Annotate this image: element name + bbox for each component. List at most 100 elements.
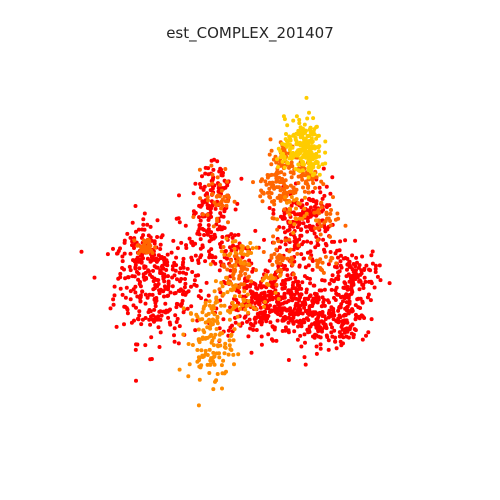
data-point (259, 334, 264, 339)
data-point (207, 299, 212, 304)
data-point (351, 335, 356, 340)
data-point (233, 207, 238, 212)
data-point (303, 173, 308, 178)
data-point (154, 298, 159, 303)
data-point (306, 175, 311, 180)
data-point (135, 294, 140, 299)
data-point (158, 247, 163, 251)
data-point (273, 290, 278, 295)
data-point (266, 314, 271, 318)
data-point (297, 216, 302, 221)
data-point (235, 314, 240, 319)
data-point (364, 263, 369, 268)
data-point (270, 262, 275, 267)
data-point (302, 162, 306, 167)
data-point (206, 293, 211, 298)
data-point (354, 271, 358, 276)
data-point (200, 335, 205, 340)
data-point (274, 247, 279, 252)
data-point (232, 246, 237, 251)
data-point (238, 306, 242, 311)
data-point (341, 321, 346, 326)
data-point (348, 265, 353, 270)
data-point (228, 325, 233, 330)
data-point (281, 225, 286, 230)
data-point (210, 172, 215, 177)
data-point (321, 300, 326, 305)
data-point (344, 318, 349, 323)
data-point (282, 172, 287, 177)
data-point (189, 284, 193, 289)
data-point (300, 168, 305, 173)
data-point (318, 342, 323, 347)
data-point (294, 239, 299, 244)
data-point (183, 223, 188, 228)
data-point (318, 346, 323, 351)
data-point (262, 304, 266, 309)
data-point (151, 268, 155, 273)
data-point (322, 287, 327, 292)
data-point (227, 317, 232, 322)
data-point (278, 273, 282, 278)
data-point (316, 319, 320, 323)
data-point (222, 252, 227, 257)
data-point (206, 319, 211, 324)
data-point (294, 289, 299, 294)
data-point (287, 227, 292, 232)
data-point (268, 320, 273, 325)
data-point (301, 185, 305, 190)
data-point (156, 325, 161, 330)
data-point (184, 246, 189, 250)
data-point (270, 199, 274, 204)
data-point (333, 264, 337, 269)
data-point (196, 327, 201, 332)
data-point (360, 314, 365, 319)
data-point (335, 211, 340, 216)
data-point (175, 277, 179, 282)
data-point (136, 227, 141, 232)
data-point (211, 350, 216, 355)
data-point (275, 306, 280, 311)
data-point (128, 297, 133, 302)
data-point (217, 338, 222, 343)
data-point (375, 274, 380, 279)
data-point (178, 287, 183, 292)
data-point (122, 267, 126, 272)
data-point (337, 269, 342, 274)
data-point (298, 318, 303, 323)
data-point (245, 267, 250, 272)
data-point (291, 230, 296, 235)
data-point (228, 268, 233, 273)
data-point (237, 294, 242, 299)
data-point (341, 299, 345, 304)
data-point (185, 306, 190, 311)
data-point (214, 296, 219, 301)
data-point (317, 154, 321, 159)
data-point (181, 256, 186, 261)
data-point (170, 267, 175, 272)
data-point (283, 238, 288, 243)
data-point (316, 165, 321, 170)
data-point (297, 307, 302, 311)
data-point (128, 289, 133, 294)
data-point (296, 162, 301, 167)
data-point (166, 279, 171, 284)
data-point (229, 333, 233, 338)
data-point (343, 223, 348, 228)
data-point (165, 252, 170, 257)
data-point (347, 299, 352, 304)
data-point (217, 287, 222, 292)
data-point (313, 186, 318, 190)
data-point (254, 291, 259, 296)
data-point (123, 295, 128, 300)
data-point (213, 300, 218, 305)
data-point (132, 318, 136, 323)
data-point (336, 274, 341, 279)
data-point (205, 203, 210, 208)
data-point (372, 285, 377, 290)
data-point (248, 321, 253, 326)
data-point (128, 268, 133, 273)
data-point (288, 142, 293, 147)
data-point (319, 179, 324, 184)
data-point (242, 315, 247, 320)
